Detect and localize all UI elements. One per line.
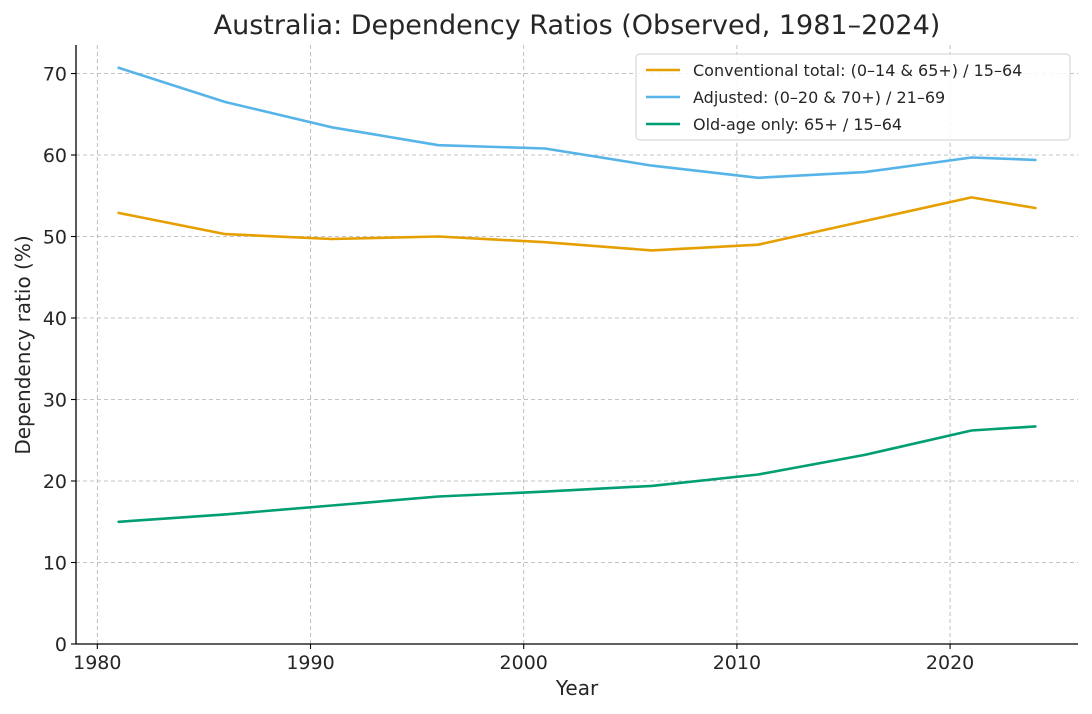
y-tick-label: 10 [43, 553, 67, 575]
chart-title: Australia: Dependency Ratios (Observed, … [214, 10, 941, 41]
y-tick-label: 30 [43, 390, 67, 412]
legend-box [635, 53, 1071, 141]
legend-label-1: Conventional total: (0–14 & 65+) / 15–64 [693, 61, 1022, 80]
x-tick-label: 1990 [286, 652, 334, 674]
y-tick-label: 40 [43, 308, 67, 330]
y-tick-label: 0 [55, 634, 67, 656]
legend-label-3: Old-age only: 65+ / 15–64 [693, 115, 902, 134]
y-tick-label: 60 [43, 145, 67, 167]
series-lines [117, 66, 1037, 524]
x-axis-label: Year [555, 676, 599, 700]
y-tick-label: 50 [43, 227, 67, 249]
x-tick-label: 2020 [926, 652, 974, 674]
y-tick-label: 70 [43, 64, 67, 86]
legend-label-2: Adjusted: (0–20 & 70+) / 21–69 [693, 88, 945, 107]
tick-labels: 0 10 20 30 40 50 60 70 1980 1990 2000 2010 2020 [43, 64, 974, 674]
x-tick-label: 2010 [713, 652, 761, 674]
x-tick-label: 1980 [73, 652, 121, 674]
series-line-1 [117, 196, 1037, 252]
legend: Conventional total: (0–14 & 65+) / 15–64… [635, 53, 1071, 141]
series-line-2 [117, 66, 1037, 180]
series-line-3 [117, 425, 1037, 524]
y-axis-label: Dependency ratio (%) [11, 235, 35, 454]
y-tick-label: 20 [43, 471, 67, 493]
x-tick-label: 2000 [500, 652, 548, 674]
axes [75, 45, 1078, 645]
